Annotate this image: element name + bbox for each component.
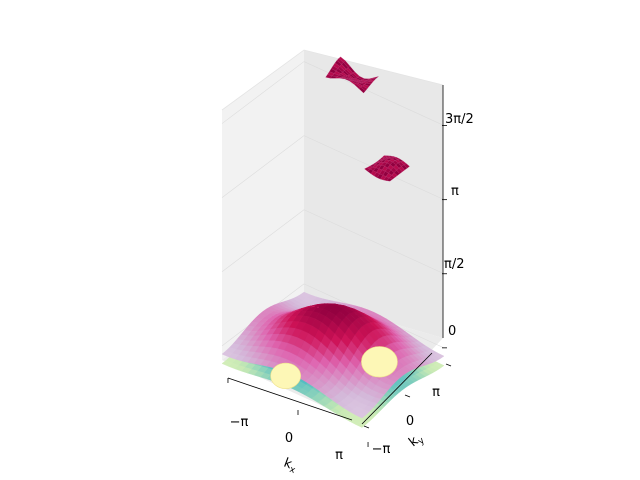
- x-axis-label: kx: [281, 456, 300, 477]
- y-axis-line: [361, 352, 433, 425]
- z-grid-line: [221, 61, 305, 124]
- y-tick: [404, 394, 411, 398]
- z-grid-line: [303, 209, 445, 275]
- y-tick-label: −π: [372, 442, 391, 457]
- surface-plots: [221, 56, 445, 428]
- y-tick: [445, 363, 452, 367]
- left-pane: [222, 50, 304, 360]
- surface-cell: [221, 360, 233, 367]
- z-tick-label: π: [451, 184, 459, 199]
- y-tick-label: 0: [406, 414, 414, 429]
- surface-highlight: [270, 362, 301, 389]
- surface-patch-cell: [358, 87, 366, 94]
- z-grid-line: [221, 135, 305, 198]
- z-tick-label: π/2: [444, 257, 464, 272]
- z-grid-line: [221, 209, 305, 272]
- y-tick: [363, 425, 370, 429]
- z-tick-label: 0: [448, 324, 456, 339]
- x-tick-label: π: [335, 448, 343, 463]
- back-pane: [304, 50, 443, 338]
- tick-marks: [227, 125, 452, 448]
- x-tick-label: 0: [285, 431, 293, 446]
- surface-cell: [221, 350, 233, 358]
- y-tick-label: π: [432, 385, 440, 400]
- x-axis-line: [227, 377, 353, 421]
- pane-edges: [221, 49, 444, 111]
- z-tick-label: 3π/2: [445, 112, 474, 127]
- surface-patch-cell: [386, 177, 393, 182]
- y-axis-label: ky: [406, 430, 427, 452]
- surface-highlight: [361, 346, 398, 378]
- x-tick-label: −π: [230, 415, 249, 430]
- z-grid-line: [303, 61, 445, 126]
- axis-lines: [227, 85, 444, 425]
